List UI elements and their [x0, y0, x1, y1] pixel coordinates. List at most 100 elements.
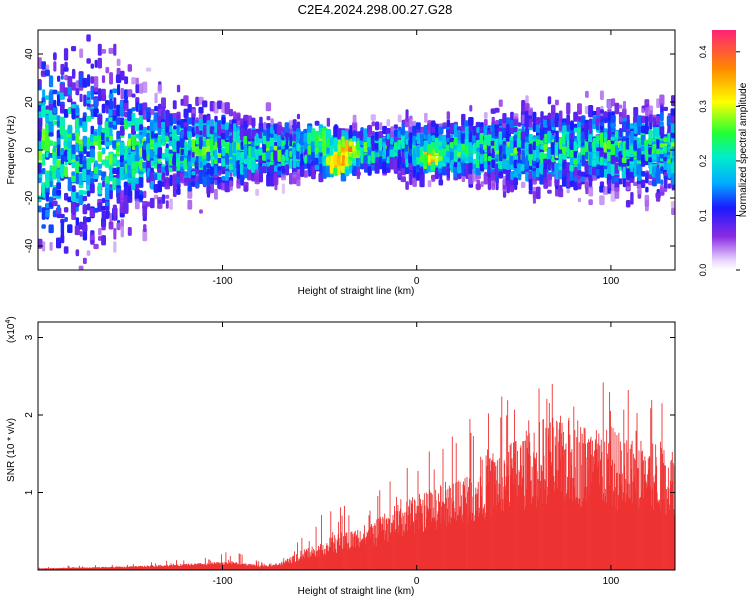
spectrogram-cell [75, 217, 79, 226]
spectrogram-cell [64, 217, 68, 222]
spectrogram-cell [622, 100, 626, 111]
spectrogram-cell [128, 185, 132, 197]
spectrogram-cell [610, 122, 616, 128]
spectrogram-cell [131, 177, 136, 183]
spectrogram-cell [356, 166, 360, 180]
spectrogram-cell [101, 235, 106, 246]
spectrogram-cell [251, 160, 256, 173]
spectrogram-cell [483, 112, 488, 119]
spectrogram-cell [44, 95, 50, 100]
spectrogram-cell [289, 151, 293, 158]
spectrogram-cell [202, 136, 207, 142]
spectrogram-cell [281, 140, 286, 146]
spectrogram-cell [199, 209, 203, 214]
spectrogram-cell [67, 94, 72, 100]
spectrogram-cell [56, 214, 61, 219]
spectrogram-cell [614, 187, 620, 199]
spectrogram-cell [390, 126, 394, 138]
spectrogram-cell [45, 109, 50, 114]
spectrogram-cell [307, 145, 312, 155]
spectrogram-cell [97, 163, 102, 169]
colorbar-tick-label: 0.3 [698, 100, 708, 113]
spectrogram-cell [610, 154, 616, 165]
spectrogram-cell [229, 135, 233, 144]
spectrogram-cell [663, 137, 668, 143]
spectrogram-cell [120, 107, 124, 117]
spectrogram-cell [382, 143, 387, 153]
spectrogram-cell [356, 150, 361, 156]
spectrogram-cell [135, 84, 140, 94]
spectrogram-cell [529, 118, 533, 128]
colorbar-tick-label: 0.2 [698, 155, 708, 168]
spectrogram-cell [367, 129, 372, 138]
spectrogram-cell [622, 121, 627, 133]
spectrogram-cell [663, 106, 668, 111]
spectrogram-cell [446, 111, 450, 120]
spectrogram-cell [108, 47, 114, 54]
spectrogram-cell [314, 147, 320, 155]
spectrogram-cell [131, 169, 136, 178]
spectrogram-cell [378, 138, 383, 151]
spectrogram-cell [45, 64, 50, 70]
spectrogram-cell [142, 126, 147, 133]
spectrogram-cell [206, 185, 211, 195]
spectrogram-y-tick-label: 20 [24, 96, 35, 108]
spectrogram-cell [134, 189, 140, 202]
spectrogram-cell [191, 171, 196, 176]
spectrogram-cell [79, 231, 83, 237]
spectrogram-cell [98, 88, 102, 102]
spectrogram-cell [266, 174, 271, 187]
spectrogram-cell [191, 139, 196, 151]
spectrogram-cell [577, 163, 582, 170]
spectrogram-cell [292, 171, 297, 179]
spectrogram-cell [124, 89, 128, 101]
spectrogram-cell [172, 128, 178, 140]
spectrogram-cell [394, 142, 398, 150]
spectrogram-cell [128, 119, 132, 128]
spectrogram-cell [38, 118, 43, 131]
spectrogram-cell [75, 154, 79, 162]
spectrogram-cell [112, 88, 118, 94]
spectrogram-cell [269, 136, 275, 144]
spectrogram-cell [90, 134, 95, 143]
spectrogram-cell [206, 162, 211, 169]
spectrogram-cell [63, 141, 69, 147]
spectrogram-cell [645, 149, 649, 162]
colorbar-label: Normalized spectral amplitude [738, 82, 749, 217]
spectrogram-cell [48, 132, 54, 137]
spectrogram-cell [240, 163, 245, 175]
spectrogram-cell [101, 103, 106, 114]
spectrogram-ylabel: Frequency (Hz) [6, 116, 17, 185]
spectrogram-cell [233, 167, 237, 177]
spectrogram-cell [555, 112, 559, 118]
spectrogram-cell [218, 145, 222, 154]
spectrogram-cell [224, 182, 230, 193]
spectrogram-cell [325, 128, 331, 141]
spectrogram-cell [90, 87, 94, 100]
spectrogram-cell [506, 180, 510, 194]
spectrogram-cell [195, 137, 199, 145]
spectrogram-cell [221, 157, 226, 167]
spectrogram-cell [82, 224, 88, 232]
spectrogram-cell [520, 181, 526, 188]
spectrogram-cell [187, 166, 192, 179]
spectrogram-cell [656, 116, 661, 126]
spectrogram-cell [158, 116, 162, 129]
spectrogram-cell [251, 117, 256, 127]
spectrogram-cell [165, 194, 170, 199]
spectrogram-cell [217, 100, 223, 110]
spectrogram-cell [90, 240, 95, 245]
spectrogram-cell [161, 194, 166, 204]
spectrogram-cell [581, 154, 585, 167]
spectrogram-cell [146, 112, 151, 119]
spectrogram-y-tick-label: 0 [24, 147, 35, 153]
spectrogram-cell [101, 75, 106, 83]
spectrogram-cell [56, 120, 61, 127]
spectrogram-cell [115, 74, 122, 84]
spectrogram-cell [258, 122, 264, 129]
spectrogram-cell [164, 120, 170, 127]
spectrogram-cell [94, 59, 98, 68]
spectrogram-cell [52, 112, 58, 121]
spectrogram-cell [374, 143, 380, 150]
spectrogram-cell [124, 76, 129, 85]
